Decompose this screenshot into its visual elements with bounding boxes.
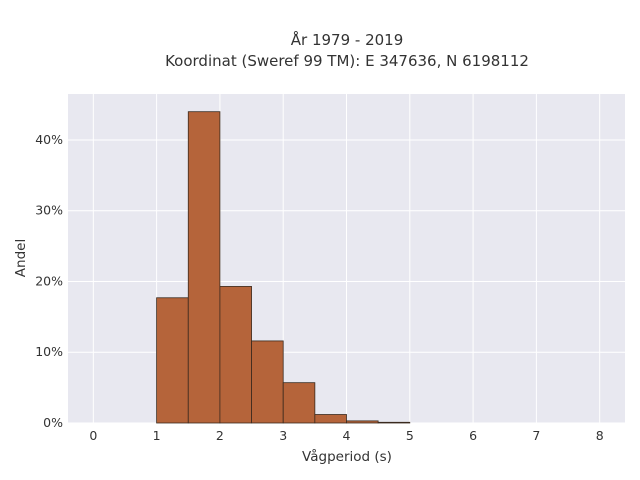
x-tick-label: 2: [216, 428, 224, 443]
chart-title-line2: Koordinat (Sweref 99 TM): E 347636, N 61…: [165, 52, 529, 70]
histogram-bar: [251, 340, 284, 424]
chart-title-line1: År 1979 - 2019: [291, 30, 404, 49]
x-tick-label: 5: [406, 428, 414, 443]
histogram-bar: [219, 286, 252, 424]
histogram-bar: [156, 297, 189, 424]
x-tick-label: 1: [153, 428, 161, 443]
x-tick-label: 7: [532, 428, 540, 443]
y-tick-label: 30%: [35, 203, 63, 218]
histogram-bar: [187, 111, 221, 424]
y-axis-label: Andel: [13, 239, 29, 277]
y-tick-label: 0%: [43, 415, 63, 430]
histogram-bar: [377, 421, 411, 424]
histogram-bar: [346, 420, 379, 424]
y-tick-label: 10%: [35, 344, 63, 359]
x-tick-labels: 0 1 2 3 4 5 6 7 8: [89, 428, 603, 443]
histogram-bar: [282, 382, 316, 424]
x-tick-label: 3: [279, 428, 287, 443]
bars-layer: [156, 111, 411, 424]
y-tick-label: 40%: [35, 132, 63, 147]
x-axis-label: Vågperiod (s): [302, 448, 392, 465]
x-tick-label: 6: [469, 428, 477, 443]
histogram-bar: [314, 414, 347, 424]
y-tick-label: 20%: [35, 273, 63, 288]
x-tick-label: 0: [89, 428, 97, 443]
y-tick-labels: 0% 10% 20% 30% 40%: [35, 132, 63, 430]
x-tick-label: 4: [343, 428, 351, 443]
x-tick-label: 8: [596, 428, 604, 443]
